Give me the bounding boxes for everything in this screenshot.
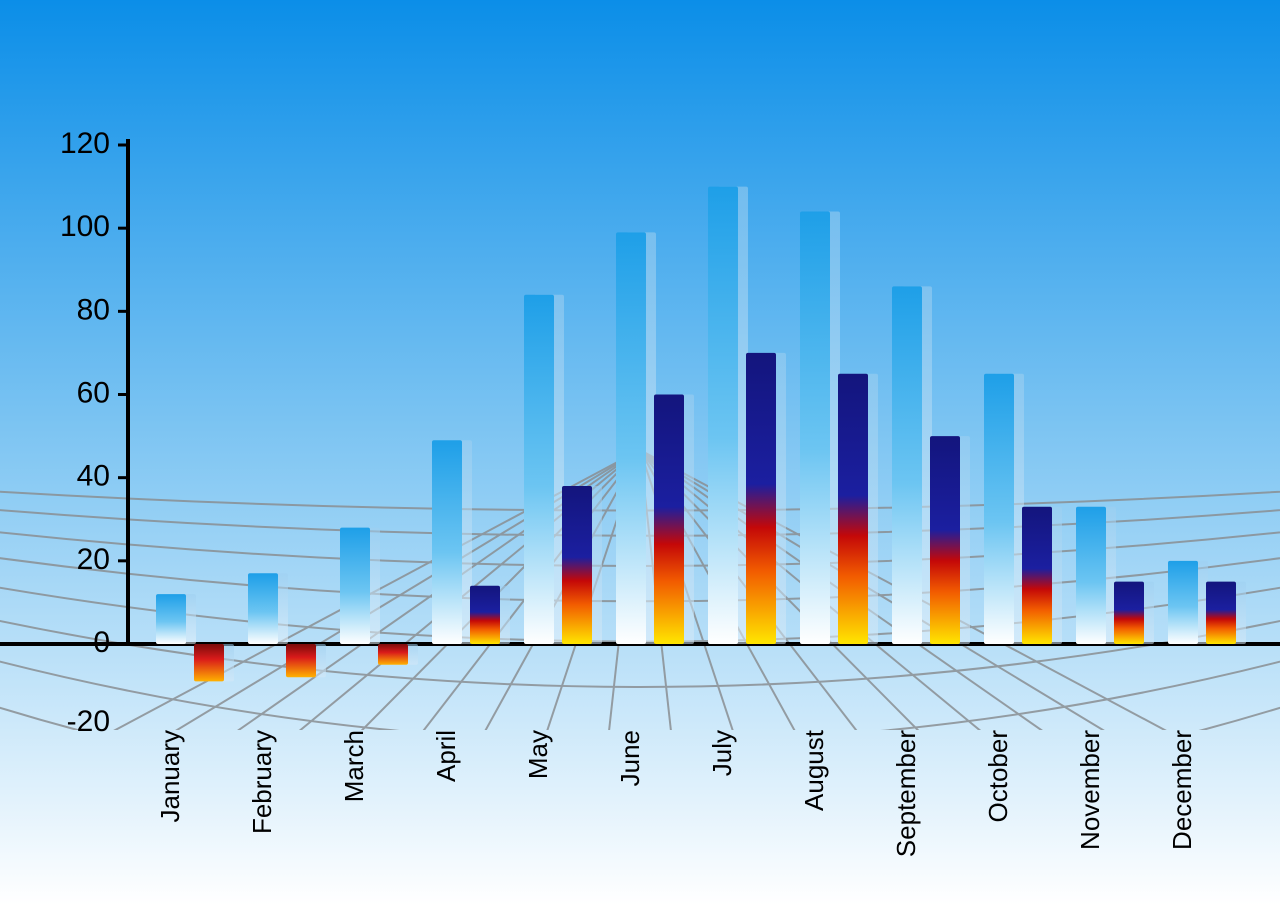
bar-secondary (654, 395, 684, 645)
y-tick-label: 0 (93, 626, 110, 659)
bar-primary (708, 187, 738, 644)
x-category-label: October (983, 730, 1013, 823)
x-category-label: September (891, 730, 921, 858)
bar-secondary (194, 644, 224, 681)
bar-primary (432, 440, 462, 644)
bar-primary (340, 528, 370, 644)
bar-primary (248, 573, 278, 644)
bar-secondary (286, 644, 316, 677)
bar-secondary (378, 644, 408, 665)
bar-primary (524, 295, 554, 644)
x-category-label: May (523, 730, 553, 779)
monthly-bar-chart: -20 0 20 40 60 80 100 120 January February March A… (0, 0, 1280, 905)
y-tick-label: 80 (77, 293, 110, 326)
bar-secondary (746, 353, 776, 644)
y-tick-label: 100 (60, 210, 110, 243)
bar-secondary (562, 486, 592, 644)
y-tick-label: 120 (60, 127, 110, 160)
bar-primary (616, 232, 646, 644)
bar-secondary (1022, 507, 1052, 644)
bar-secondary (930, 436, 960, 644)
x-category-label: November (1075, 730, 1105, 850)
x-category-label: June (615, 730, 645, 786)
x-category-label: April (431, 730, 461, 782)
bar-secondary (1206, 582, 1236, 644)
bar-secondary (838, 374, 868, 644)
x-category-label: July (707, 730, 737, 776)
y-tick-label: 60 (77, 376, 110, 409)
y-tick-label: 40 (77, 460, 110, 493)
x-category-label: August (799, 729, 829, 811)
y-tick-label: 20 (77, 543, 110, 576)
x-category-label: December (1167, 730, 1197, 850)
bar-primary (1168, 561, 1198, 644)
bar-secondary (470, 586, 500, 644)
bar-primary (892, 286, 922, 644)
x-category-label: January (155, 730, 185, 823)
y-tick-label: -20 (67, 705, 110, 738)
x-category-label: February (247, 730, 277, 834)
x-category-label: March (339, 730, 369, 802)
bar-primary (800, 212, 830, 644)
bar-primary (984, 374, 1014, 644)
bar-secondary (1114, 582, 1144, 644)
bar-primary (156, 594, 186, 644)
bar-primary (1076, 507, 1106, 644)
